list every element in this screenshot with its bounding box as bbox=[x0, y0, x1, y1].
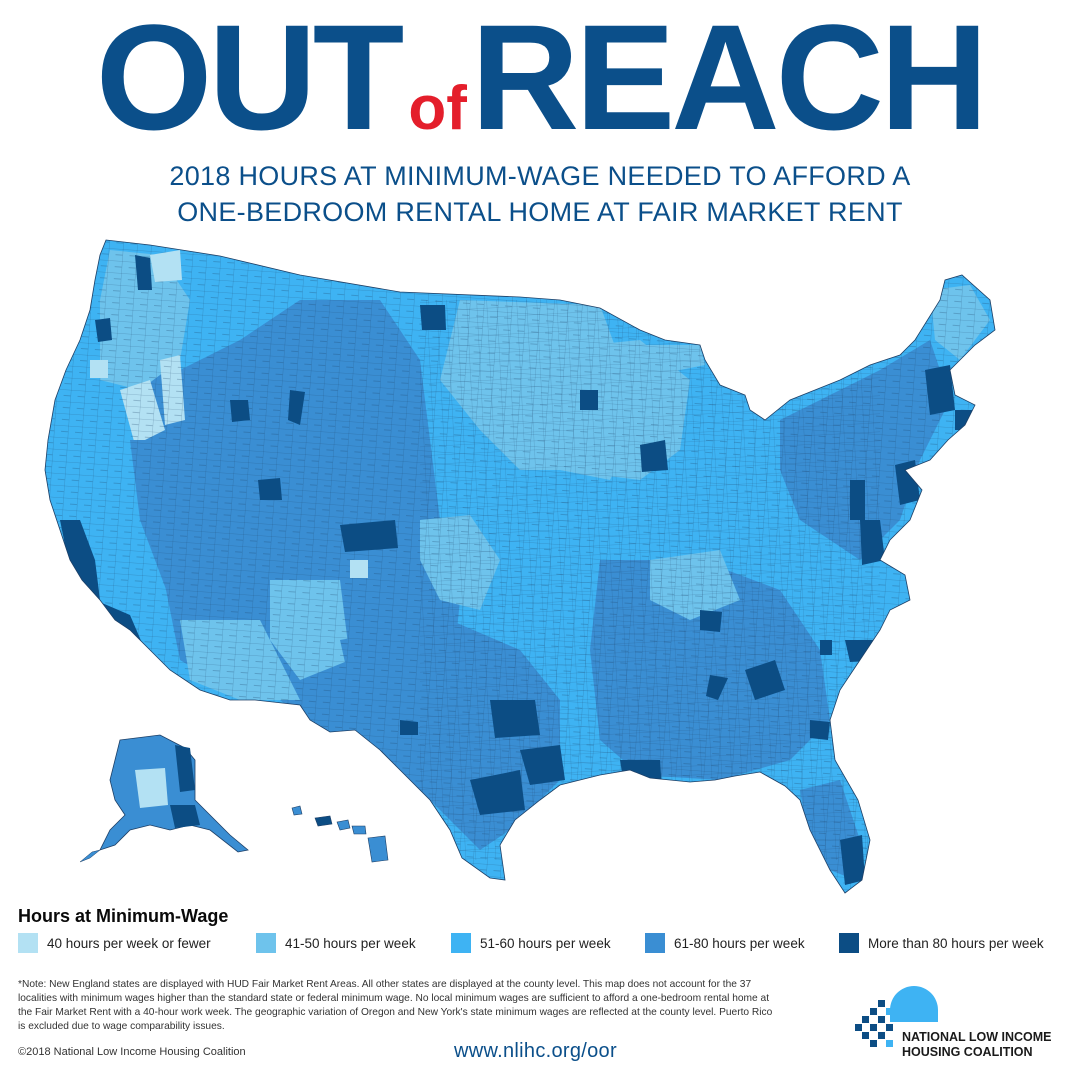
legend-swatch bbox=[645, 933, 665, 953]
legend-label: 61-80 hours per week bbox=[674, 935, 805, 951]
logo-line-1: NATIONAL LOW INCOME bbox=[902, 1030, 1052, 1044]
legend-swatch bbox=[256, 933, 276, 953]
legend-swatch bbox=[451, 933, 471, 953]
county-regions bbox=[45, 240, 995, 893]
house-icon bbox=[855, 986, 938, 1047]
subtitle-line-2: ONE-BEDROOM RENTAL HOME AT FAIR MARKET R… bbox=[177, 197, 903, 227]
legend-label: 40 hours per week or fewer bbox=[47, 935, 211, 951]
legend-item-51-60: 51-60 hours per week bbox=[451, 932, 611, 954]
alaska bbox=[79, 734, 249, 863]
legend-label: 51-60 hours per week bbox=[480, 935, 611, 951]
footnote: *Note: New England states are displayed … bbox=[18, 979, 773, 1032]
legend-item-41-50: 41-50 hours per week bbox=[256, 932, 416, 954]
legend-item-61-80: 61-80 hours per week bbox=[645, 932, 805, 954]
legend-swatch bbox=[18, 933, 38, 953]
title-out: OUT bbox=[95, 0, 405, 161]
legend-item-40-or-fewer: 40 hours per week or fewer bbox=[18, 932, 211, 954]
title-reach: REACH bbox=[470, 0, 988, 161]
page-title: OUT ofREACH bbox=[0, 0, 1080, 161]
legend-title: Hours at Minimum-Wage bbox=[18, 906, 229, 926]
subtitle-line-1: 2018 HOURS AT MINIMUM-WAGE NEEDED TO AFF… bbox=[169, 161, 911, 191]
legend-label: More than 80 hours per week bbox=[868, 935, 1044, 951]
nlihc-logo bbox=[855, 986, 938, 1047]
us-county-map bbox=[44, 239, 996, 894]
logo-text: NATIONAL LOW INCOME HOUSING COALITION bbox=[902, 1030, 1052, 1060]
legend-swatch bbox=[839, 933, 859, 953]
legend-label: 41-50 hours per week bbox=[285, 935, 416, 951]
copyright: ©2018 National Low Income Housing Coalit… bbox=[18, 1046, 246, 1058]
website-link[interactable]: www.nlihc.org/oor bbox=[454, 1040, 617, 1062]
subtitle: 2018 HOURS AT MINIMUM-WAGE NEEDED TO AFF… bbox=[0, 158, 1080, 230]
legend: 40 hours per week or fewer 41-50 hours p… bbox=[18, 932, 1068, 954]
hawaii bbox=[291, 805, 389, 863]
legend-item-more-than-80: More than 80 hours per week bbox=[839, 932, 1044, 954]
logo-line-2: HOUSING COALITION bbox=[902, 1045, 1033, 1059]
title-of: of bbox=[408, 74, 467, 143]
